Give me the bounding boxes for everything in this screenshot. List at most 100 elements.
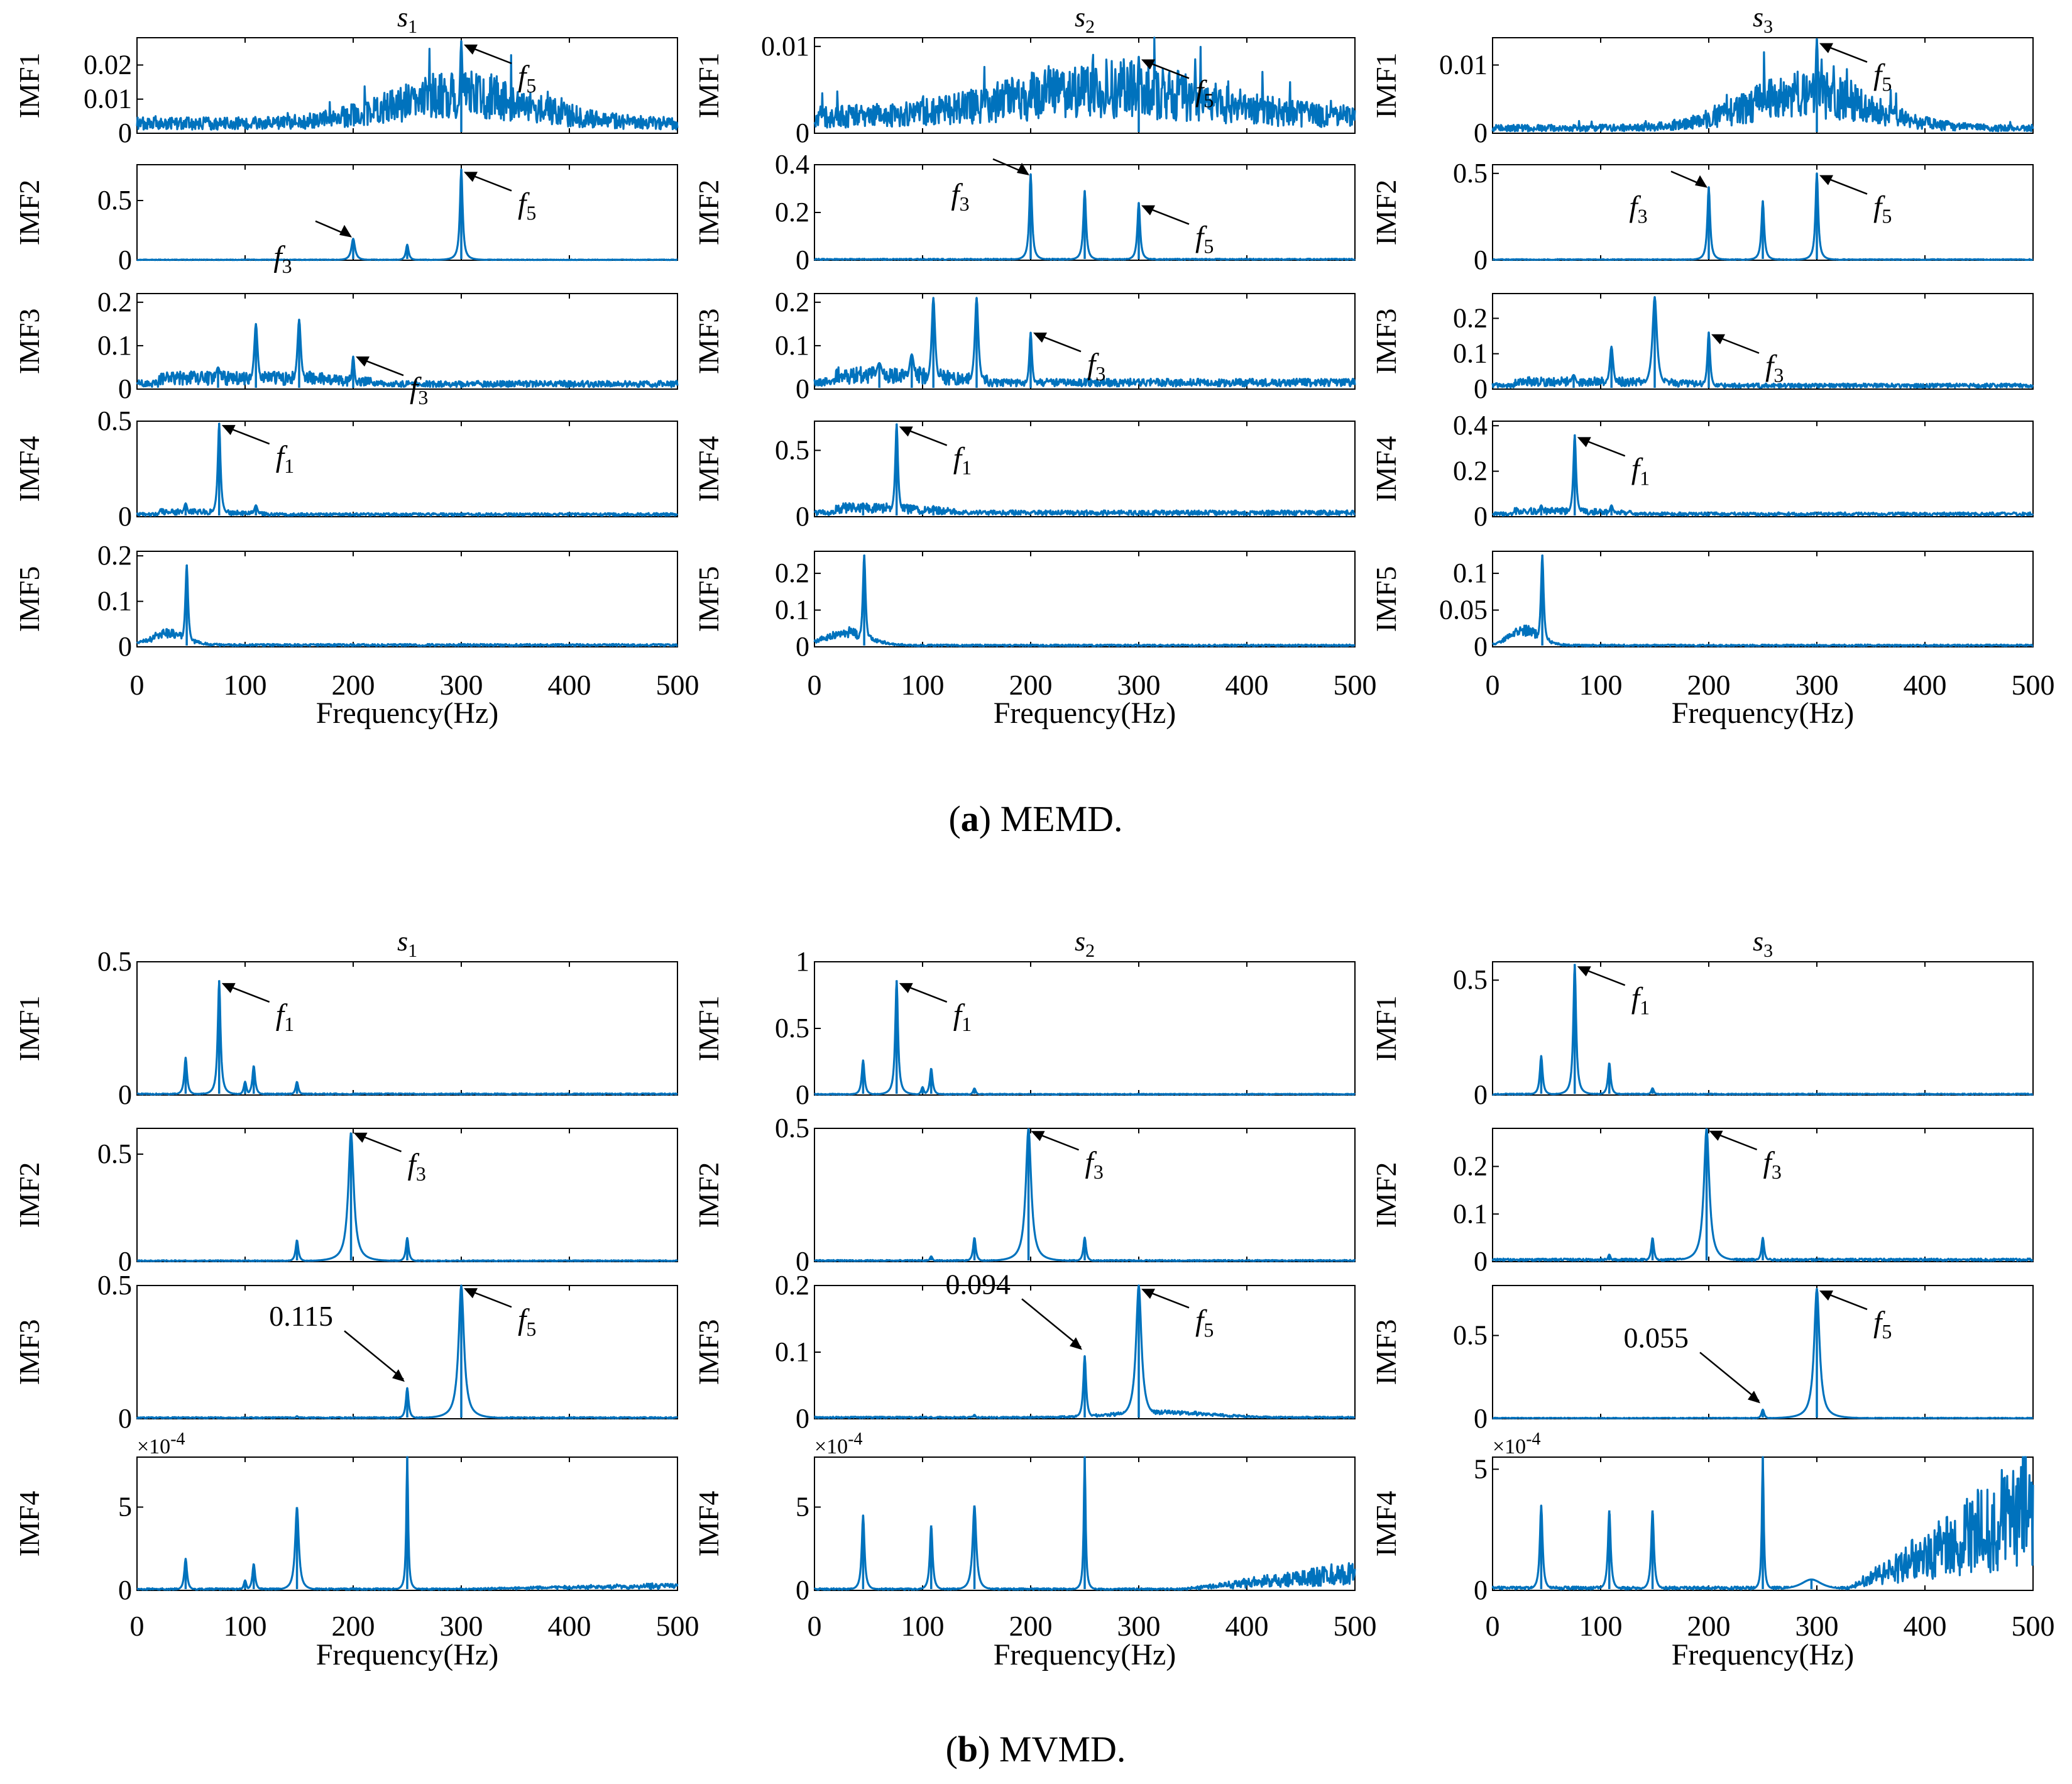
peak-value-label: 0.094 [946,1268,1011,1300]
y-tick-label: 5 [796,1492,809,1522]
x-tick-label: 400 [1904,669,1947,701]
panel-caption-a: (a) MEMD. [948,798,1122,839]
axes-box [136,961,678,1096]
arrow-head [899,426,913,437]
axes-box [136,293,678,390]
column-title-subscript: 3 [1763,940,1773,961]
arrow-head [221,425,236,436]
arrow-head [221,983,236,993]
x-tick-label: 200 [1687,1610,1731,1642]
series-line [813,423,1356,517]
y-tick-label: 0.5 [775,1013,809,1043]
annotation-subscript: 1 [962,1013,972,1035]
peak-annotation: f1 [276,998,294,1035]
column-title-subscript: 1 [408,940,417,961]
x-tick-label: 0 [808,669,822,701]
y-tick-label: 0 [796,1403,809,1434]
arrow-head [1141,59,1155,70]
y-tick-label: 0 [118,1403,132,1434]
y-tick-label: 0.4 [1453,410,1488,441]
arrow-head [353,1132,368,1143]
peak-annotation: f5 [518,60,536,97]
arrow-head [1070,1337,1082,1350]
annotation-subscript: 5 [1203,89,1214,112]
subplot-a-imf1-s3: 0 0.01 IMF1 f5 [1370,37,2034,148]
subplot-b-imf2-s3: 0 0.1 0.2 IMF2 f3 [1370,1128,2034,1277]
peak-annotation: f5 [1873,58,1892,96]
y-tick-label: 0.2 [775,1270,809,1301]
y-tick-label: 1 [796,946,809,977]
y-tick-label: 0.1 [775,595,809,625]
series-line [1492,1287,2034,1420]
y-axis-label: IMF3 [693,1319,725,1385]
column-title-text: s [1753,926,1763,957]
peak-annotation: f3 [410,372,428,409]
y-tick-label: 0.5 [775,434,809,465]
series-line [813,554,1356,647]
column-title-3: s3 [1753,2,1773,37]
axes-box [814,37,1356,134]
x-tick-label: 100 [224,669,267,701]
series-line [1491,38,2034,133]
y-tick-label: 0.5 [97,1138,132,1169]
y-tick-label: 0 [118,1079,132,1110]
x-tick-label: 300 [440,669,483,701]
column-title-text: s [397,926,408,957]
annotation-subscript: 5 [526,74,536,97]
column-title-subscript: 2 [1085,16,1095,37]
annotation-subscript: 5 [526,201,536,224]
annotation-subscript: 5 [1203,1318,1214,1341]
annotation-subscript: 5 [1882,205,1892,228]
x-axis-label: Frequency(Hz) [316,1638,499,1671]
y-tick-label: 0 [1474,501,1488,532]
axes-box [814,421,1356,517]
axes-box [1492,293,2034,390]
arrow-head [1819,1290,1833,1301]
y-tick-label: 0 [118,245,132,275]
y-tick-label: 0.5 [1453,1320,1488,1351]
peak-annotation: f5 [1195,1304,1214,1341]
y-axis-label: IMF5 [1370,566,1402,632]
y-tick-label: 0.4 [775,149,809,180]
y-axis-label: IMF3 [1370,1319,1402,1385]
y-axis-label: IMF4 [1370,1491,1402,1557]
caption-open: ( [948,798,960,839]
arrow-head [339,224,352,238]
annotation-subscript: 1 [1640,466,1650,489]
y-tick-label: 0 [118,1575,132,1605]
y-tick-label: 5 [1474,1453,1488,1484]
series-line [814,980,1356,1096]
annotation-subscript: 3 [282,255,292,277]
arrow-head [1577,437,1591,448]
arrow-head [1748,1390,1760,1404]
subplot-b-imf4-s3: 0 5 IMF4 ×10-4 0 100 200 300 400 500 Frequency(Hz) [1370,1429,2055,1671]
y-tick-label: 0.2 [1453,456,1488,487]
annotation-subscript: 5 [526,1318,536,1340]
y-axis-label: IMF2 [13,1162,45,1228]
annotation-subscript: 3 [1094,1160,1104,1183]
series-line [136,40,679,131]
peak-annotation: f1 [953,441,972,478]
y-tick-label: 0.01 [1439,49,1488,80]
y-tick-label: 0.2 [775,197,809,228]
panel-caption-b: (b) MVMD. [946,1729,1126,1770]
caption-label: b [958,1729,978,1770]
series-line [813,297,1356,388]
series-line [136,564,678,647]
exponent-label: ×10-4 [137,1429,185,1458]
y-tick-label: 0.2 [1453,302,1488,333]
exponent-label: ×10-4 [1493,1429,1541,1458]
y-tick-label: 0 [1474,118,1488,148]
y-tick-label: 0.05 [1439,595,1488,625]
subplot-b-imf4-s1: 0 5 IMF4 ×10-4 0 100 200 300 400 500 Frequency(Hz) [13,1429,699,1671]
arrow-head [464,44,478,55]
peak-annotation: f3 [1629,190,1647,228]
y-tick-label: 0 [796,1575,809,1605]
annotation-subscript: 5 [1203,235,1214,258]
subplot-a-imf1-s2: 0 0.01 IMF1 f5 [693,31,1356,148]
subplot-a-imf5-s2: 0 0.1 0.2 IMF5 0 100 200 300 400 500 Frequency(Hz) [693,551,1377,730]
y-tick-label: 5 [118,1492,132,1522]
peak-annotation: f3 [951,178,969,215]
axes-box [1492,37,2034,134]
